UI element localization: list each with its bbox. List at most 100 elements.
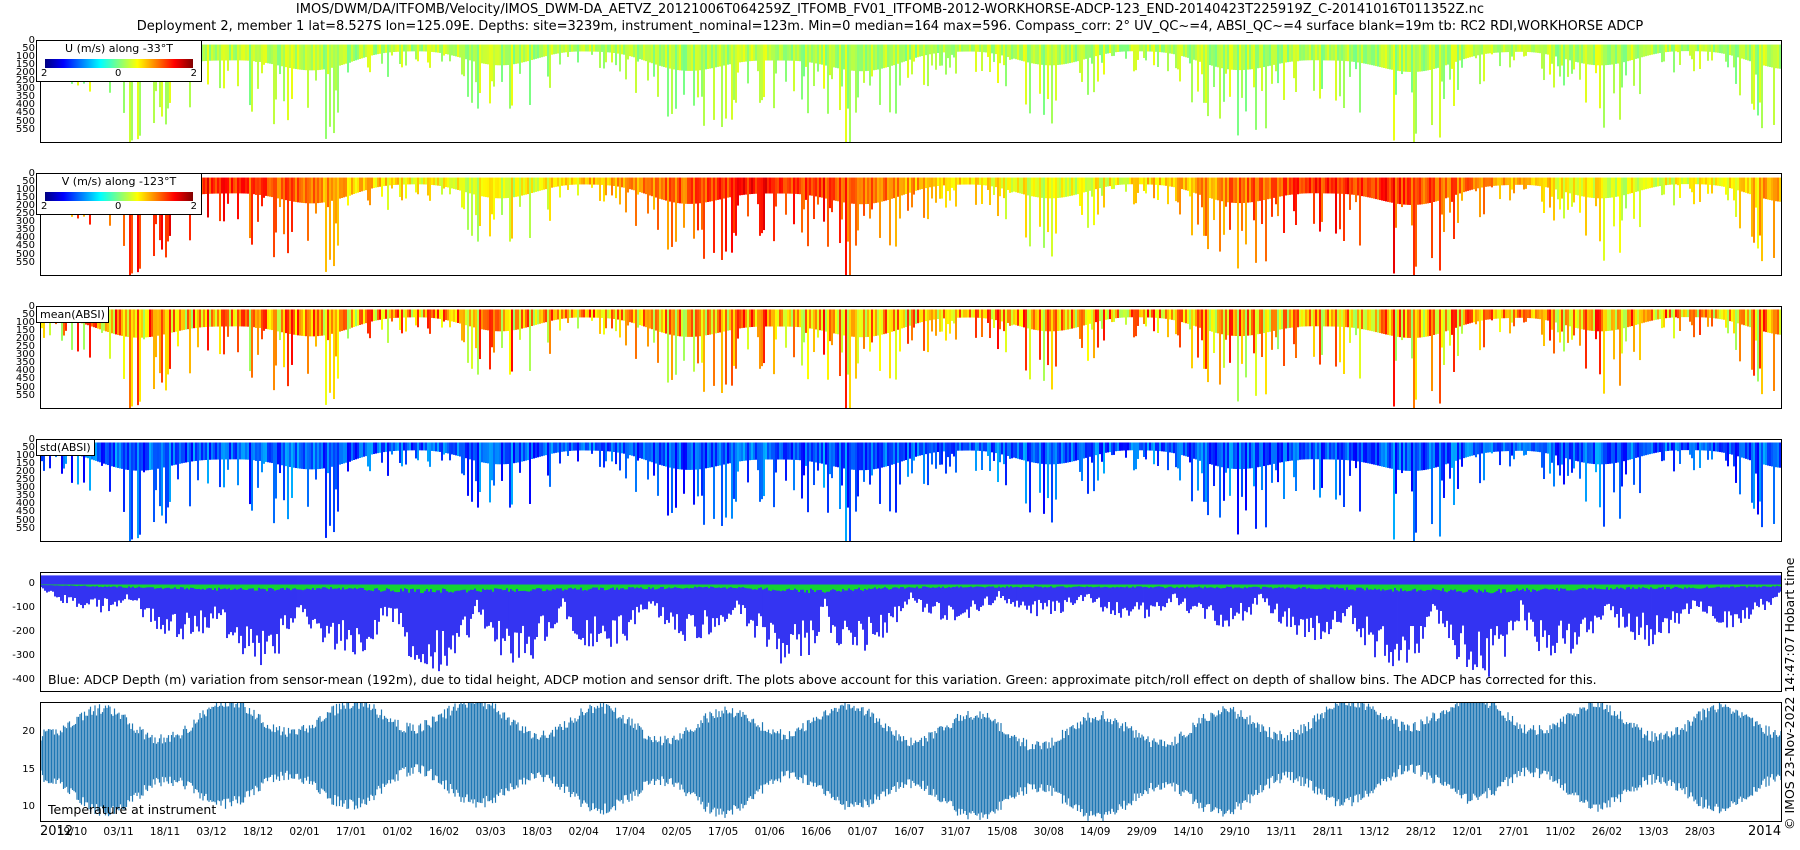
heatmap-column: [1273, 44, 1275, 65]
heatmap-column: [117, 442, 119, 468]
heatmap-column: [497, 442, 499, 465]
heatmap-column: [1777, 442, 1779, 468]
heatmap-column: [1747, 177, 1749, 194]
heatmap-column: [939, 309, 941, 332]
heatmap-column: [1681, 177, 1683, 185]
heatmap-column: [691, 442, 693, 470]
heatmap-column: [831, 177, 833, 213]
heatmap-column: [521, 177, 523, 196]
heatmap-column: [1355, 442, 1357, 469]
heatmap-column: [1781, 309, 1782, 348]
heatmap-column: [1595, 177, 1597, 207]
heatmap-column: [1395, 309, 1397, 361]
heatmap-column: [1535, 177, 1537, 186]
heatmap-column: [1211, 442, 1213, 465]
heatmap-column: [177, 309, 179, 347]
heatmap-column: [1389, 309, 1391, 336]
heatmap-column: [1209, 309, 1211, 332]
heatmap-column: [1523, 309, 1525, 323]
heatmap-column: [239, 442, 241, 460]
heatmap-column: [689, 177, 691, 204]
heatmap-column: [709, 44, 711, 69]
heatmap-column: [1147, 44, 1149, 52]
heatmap-column: [1227, 309, 1229, 336]
heatmap-column: [1145, 442, 1147, 460]
heatmap-column: [1201, 177, 1203, 208]
heatmap-column: [511, 309, 513, 372]
heatmap-column: [1405, 177, 1407, 205]
heatmap-column: [1671, 309, 1673, 318]
heatmap-column: [1689, 442, 1691, 455]
heatmap-column: [1671, 44, 1673, 52]
heatmap-column: [1063, 177, 1065, 198]
heatmap-column: [607, 309, 609, 319]
heatmap-column: [1415, 177, 1417, 267]
heatmap-column: [1549, 442, 1551, 474]
heatmap-column: [1295, 442, 1297, 492]
heatmap-column: [1417, 442, 1419, 471]
heatmap-column: [487, 44, 489, 65]
heatmap-column: [1399, 44, 1401, 72]
heatmap-column: [287, 44, 289, 121]
heatmap-column: [931, 442, 933, 465]
heatmap-column: [845, 442, 847, 541]
heatmap-column: [855, 44, 857, 113]
heatmap-column: [1507, 44, 1509, 53]
heatmap-column: [1659, 442, 1661, 453]
heatmap-column: [1485, 442, 1487, 453]
heatmap-column: [697, 44, 699, 98]
heatmap-column: [683, 309, 685, 361]
heatmap-column: [581, 44, 583, 52]
heatmap-column: [1745, 44, 1747, 60]
heatmap-column: [231, 309, 233, 327]
heatmap-column: [361, 44, 363, 59]
heatmap-column: [1427, 309, 1429, 337]
heatmap-column: [825, 442, 827, 465]
heatmap-column: [1157, 44, 1159, 67]
heatmap-column: [1661, 44, 1663, 63]
heatmap-column: [859, 309, 861, 338]
heatmap-column: [1693, 177, 1695, 205]
heatmap-column: [1767, 442, 1769, 466]
heatmap-column: [933, 44, 935, 54]
heatmap-column: [1011, 309, 1013, 326]
heatmap-column: [1445, 309, 1447, 332]
heatmap-column: [1737, 44, 1739, 58]
heatmap-column: [1529, 177, 1531, 186]
heatmap-column: [495, 177, 497, 199]
heatmap-column: [1127, 177, 1129, 185]
heatmap-column: [261, 177, 263, 207]
heatmap-column: [735, 177, 737, 236]
heatmap-column: [1037, 309, 1039, 331]
heatmap-column: [1503, 309, 1505, 319]
heatmap-column: [603, 177, 605, 202]
heatmap-column: [1163, 44, 1165, 53]
heatmap-column: [1529, 44, 1531, 53]
heatmap-column: [981, 309, 983, 337]
heatmap-column: [889, 442, 891, 512]
heatmap-column: [975, 44, 977, 72]
heatmap-column: [455, 177, 457, 190]
heatmap-column: [441, 309, 443, 328]
heatmap-column: [1027, 309, 1029, 329]
heatmap-column: [433, 309, 435, 319]
heatmap-column: [495, 44, 497, 66]
heatmap-column: [803, 177, 805, 210]
heatmap-column: [1697, 442, 1699, 451]
heatmap-column: [1105, 44, 1107, 54]
heatmap-column: [1183, 177, 1185, 190]
heatmap-column: [1249, 177, 1251, 203]
heatmap-column: [151, 309, 153, 337]
heatmap-column: [1491, 44, 1493, 55]
heatmap-column: [447, 177, 449, 188]
heatmap-column: [1473, 44, 1475, 57]
heatmap-column: [221, 309, 223, 327]
heatmap-column: [165, 177, 167, 258]
heatmap-column: [1515, 177, 1517, 185]
heatmap-column: [1073, 442, 1075, 462]
heatmap-column: [897, 442, 899, 463]
heatmap-column: [685, 309, 687, 337]
heatmap-column: [1237, 177, 1239, 269]
heatmap-column: [1495, 309, 1497, 319]
heatmap-column: [1017, 309, 1019, 326]
